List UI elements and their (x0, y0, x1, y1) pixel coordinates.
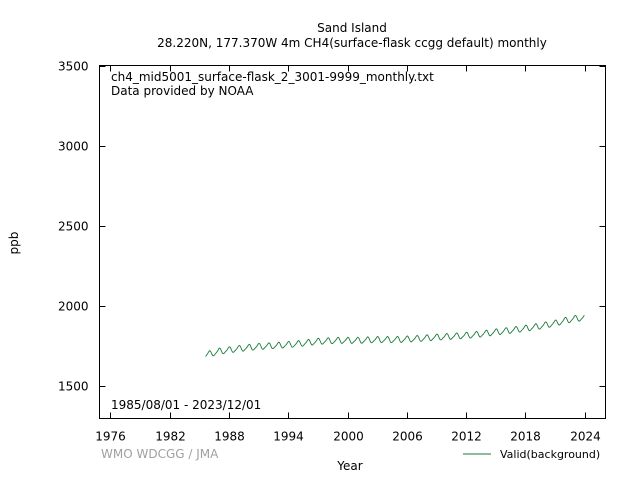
y-tick-label: 1500 (58, 380, 89, 394)
plot-frame (99, 65, 606, 419)
x-axis-label: Year (336, 459, 362, 473)
provider-annotation: Data provided by NOAA (111, 84, 254, 98)
x-tick-label: 2012 (451, 430, 482, 444)
y-axis: 1500 2000 2500 3000 3500 (58, 60, 606, 394)
filename-annotation: ch4_mid5001_surface-flask_2_3001-9999_mo… (111, 70, 434, 84)
legend-label: Valid(background) (500, 448, 600, 461)
y-tick-label: 2500 (58, 220, 89, 234)
y-axis-label: ppb (7, 232, 21, 255)
x-tick-label: 2006 (392, 430, 423, 444)
x-tick-label: 1994 (273, 430, 304, 444)
chart-subtitle: 28.220N, 177.370W 4m CH4(surface-flask c… (157, 36, 547, 50)
x-tick-label: 1988 (214, 430, 245, 444)
date-range-annotation: 1985/08/01 - 2023/12/01 (111, 398, 261, 412)
y-tick-label: 2000 (58, 300, 89, 314)
x-tick-label: 1976 (95, 430, 126, 444)
legend: Valid(background) (463, 448, 600, 461)
y-tick-label: 3000 (58, 140, 89, 154)
x-tick-label: 2000 (333, 430, 364, 444)
x-axis: 1976 1982 1988 1994 2000 2006 2012 2018 2024 (95, 65, 601, 444)
series-line-valid-background (205, 314, 585, 357)
x-tick-label: 1982 (155, 430, 186, 444)
chart-title: Sand Island (317, 21, 387, 35)
watermark: WMO WDCGG / JMA (101, 447, 219, 461)
series-layer (205, 314, 585, 357)
y-tick-label: 3500 (58, 60, 89, 74)
x-tick-label: 2024 (570, 430, 601, 444)
x-tick-label: 2018 (510, 430, 541, 444)
